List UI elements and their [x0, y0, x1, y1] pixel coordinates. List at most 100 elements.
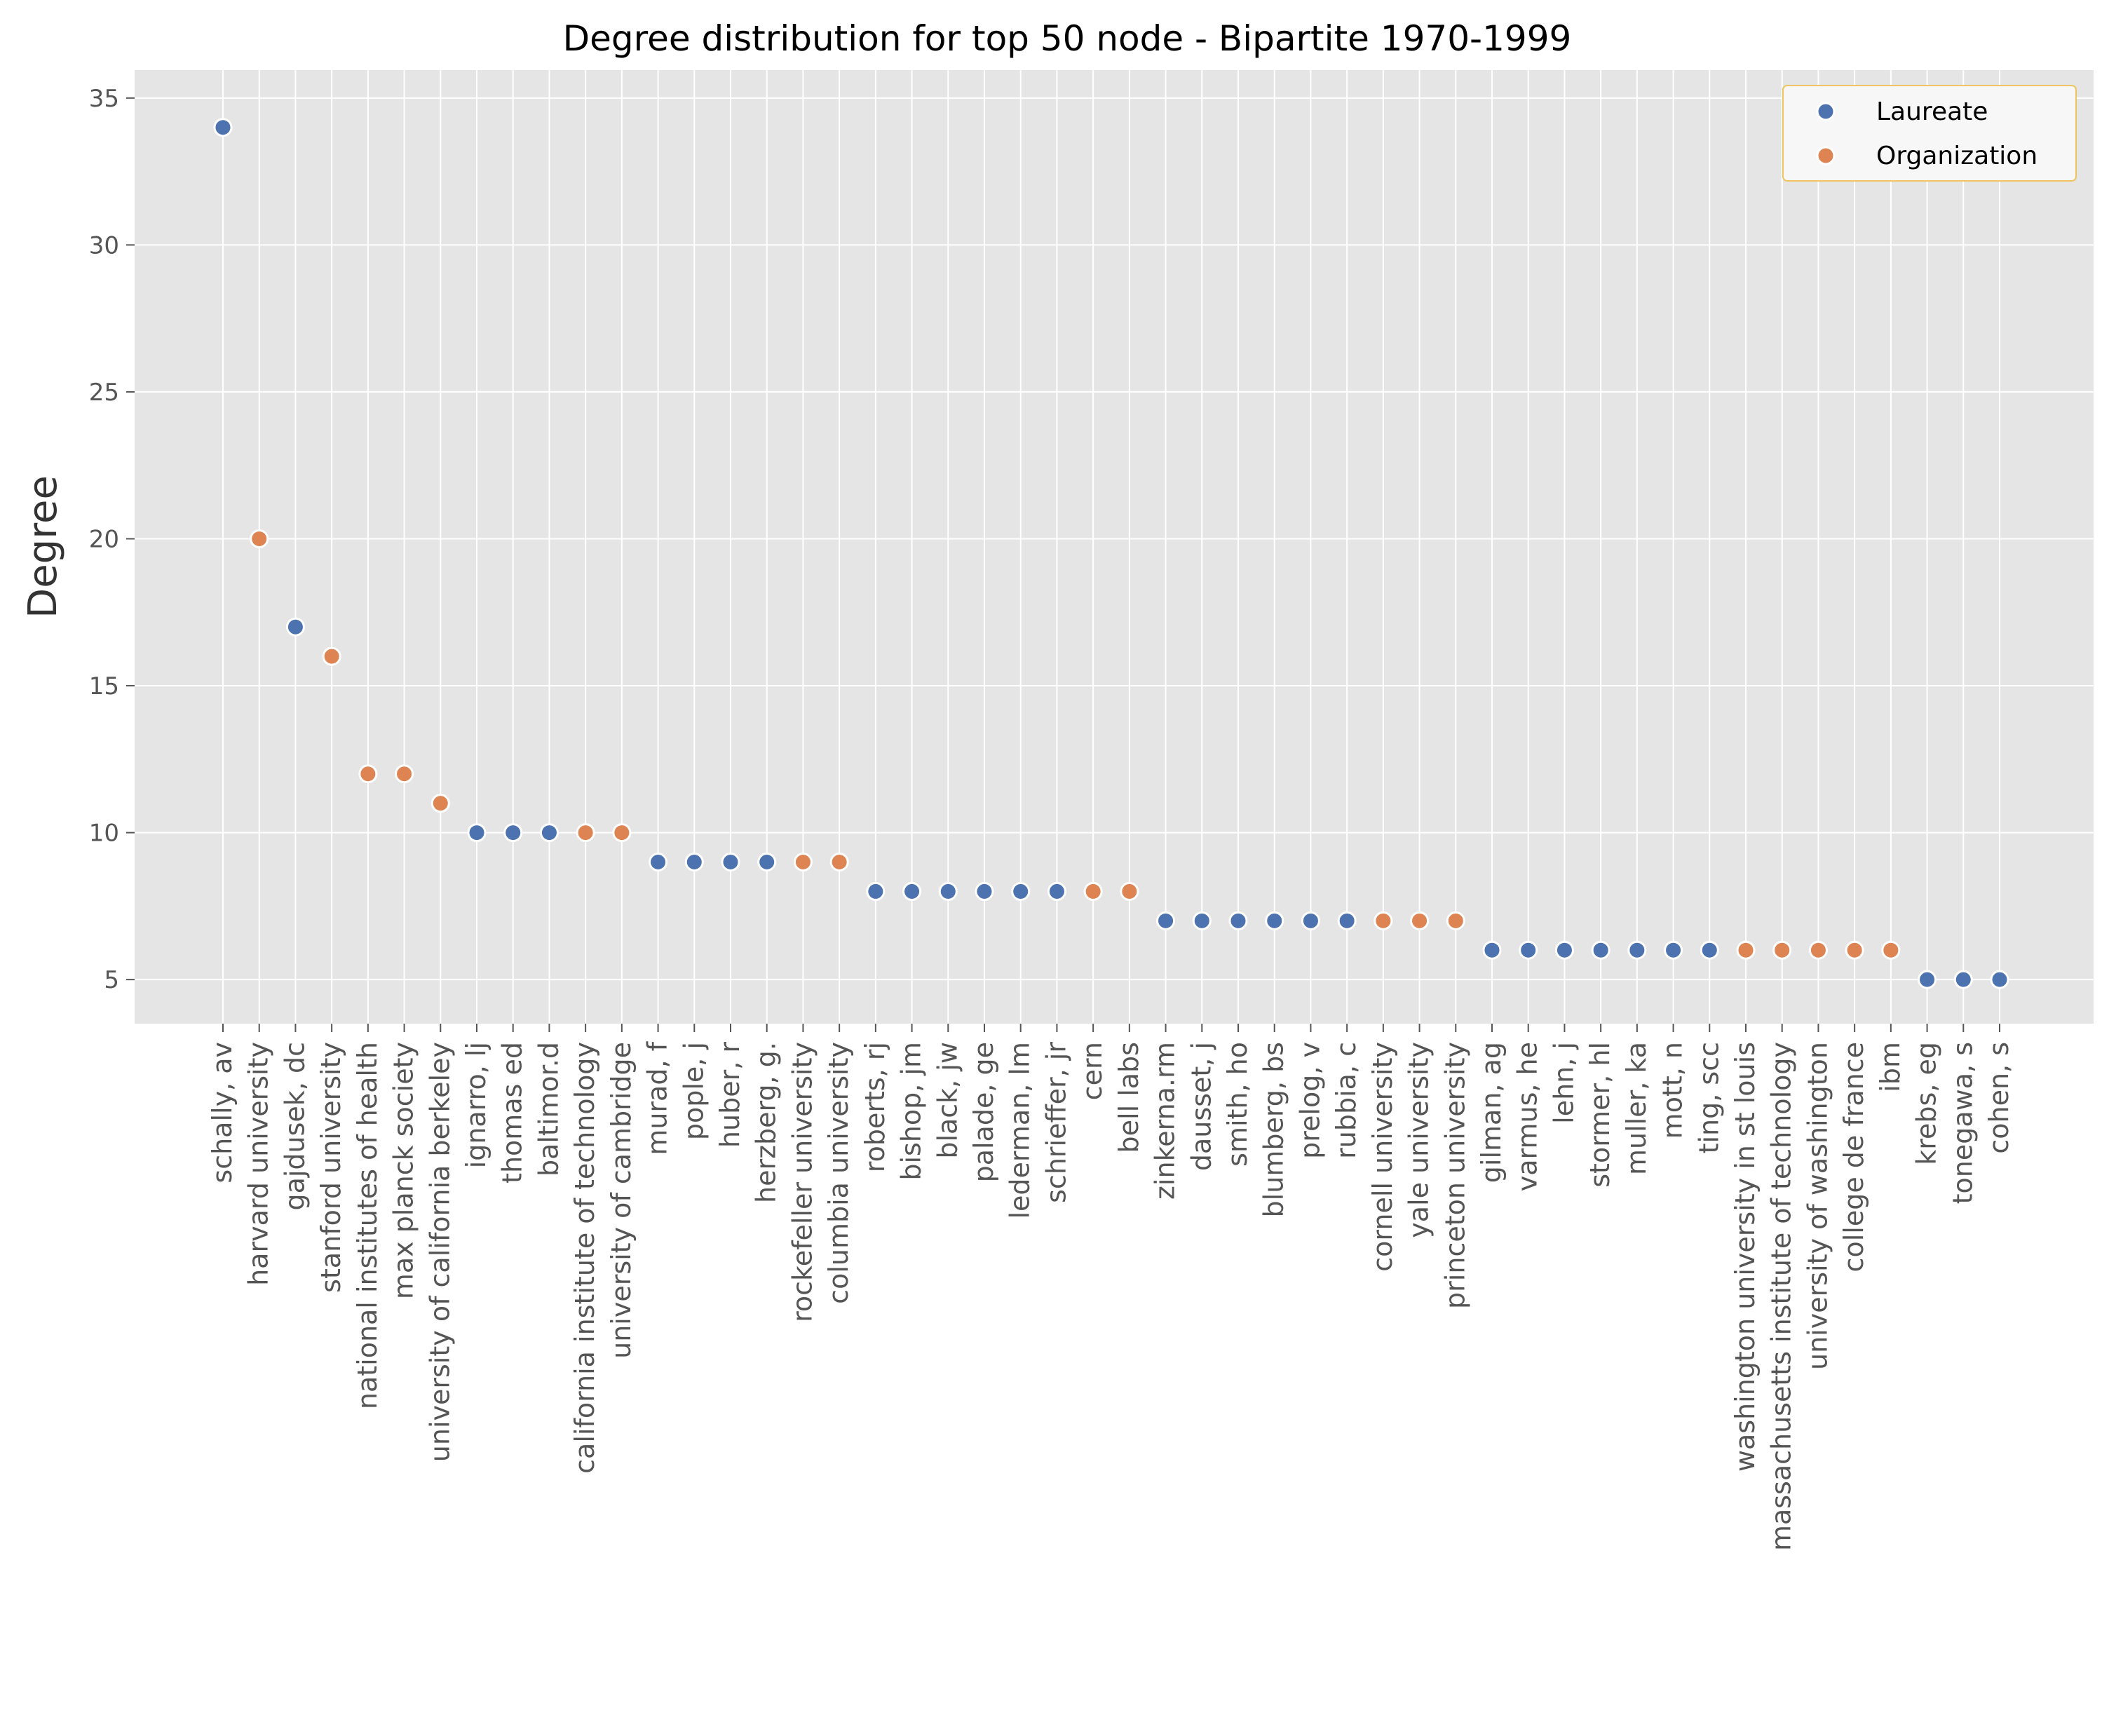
x-tick-label: yale university	[1404, 1042, 1435, 1238]
x-tick-label: murad, f	[642, 1040, 673, 1155]
legend-label-laureate: Laureate	[1876, 97, 1988, 126]
x-tick-label: washington university in st louis	[1730, 1042, 1761, 1472]
x-tick-label: schally, av	[207, 1042, 238, 1184]
x-tick-label: ibm	[1875, 1042, 1906, 1092]
x-tick-label: black, jw	[932, 1042, 963, 1159]
x-tick-label: palade, ge	[968, 1042, 999, 1182]
data-point-organization	[1120, 881, 1139, 901]
x-tick-label: lederman, lm	[1005, 1042, 1036, 1219]
x-axis: schally, av harvard university gajdusek, d…	[207, 1024, 2014, 1551]
data-point-laureate	[1519, 940, 1538, 960]
x-tick-label: huber, r	[714, 1042, 745, 1148]
x-tick-label: muller, ka	[1621, 1042, 1652, 1175]
y-tick-label: 35	[89, 85, 119, 113]
data-point-organization	[1736, 940, 1756, 960]
data-point-organization	[793, 852, 813, 872]
y-axis: 5 10 15 20 25 30 35	[89, 85, 135, 994]
data-point-laureate	[285, 617, 305, 637]
data-points	[213, 118, 2009, 989]
x-tick-label: varmus, he	[1512, 1042, 1543, 1191]
y-tick-label: 5	[104, 966, 119, 994]
data-point-laureate	[1011, 881, 1031, 901]
data-point-laureate	[1265, 911, 1284, 930]
x-tick-label: roberts, rj	[860, 1042, 890, 1172]
data-point-laureate	[1228, 911, 1248, 930]
x-tick-label: ignarro, lj	[461, 1042, 491, 1168]
data-point-organization	[1083, 881, 1103, 901]
data-point-laureate	[1700, 940, 1719, 960]
data-point-laureate	[539, 823, 559, 843]
data-point-organization	[250, 529, 269, 548]
data-point-laureate	[1047, 881, 1066, 901]
data-point-laureate	[866, 881, 886, 901]
x-tick-label: gajdusek, dc	[279, 1042, 310, 1211]
x-tick-label: dausset, j	[1186, 1042, 1216, 1171]
x-tick-label: harvard university	[243, 1042, 274, 1286]
data-point-laureate	[1591, 940, 1610, 960]
data-point-laureate	[938, 881, 958, 901]
x-tick-label: cornell university	[1367, 1042, 1398, 1272]
data-point-laureate	[902, 881, 922, 901]
x-tick-label: zinkerna.rm	[1150, 1042, 1181, 1200]
x-tick-label: lehn, j	[1548, 1042, 1579, 1124]
data-point-organization	[1845, 940, 1864, 960]
y-tick-label: 20	[89, 525, 119, 553]
y-tick-label: 10	[89, 820, 119, 848]
data-point-organization	[1446, 911, 1465, 930]
data-point-laureate	[467, 823, 487, 843]
x-tick-label: stanford university	[316, 1042, 346, 1293]
data-point-laureate	[757, 852, 777, 872]
x-tick-label: bishop, jm	[896, 1042, 927, 1181]
x-tick-label: university of california berkeley	[424, 1042, 455, 1462]
x-tick-label: pople, j	[678, 1042, 709, 1140]
data-point-organization	[395, 764, 414, 784]
data-point-laureate	[503, 823, 523, 843]
data-point-laureate	[213, 118, 233, 137]
x-tick-label: massachusetts institute of technology	[1766, 1042, 1797, 1551]
x-tick-label: schrieffer, jr	[1040, 1042, 1071, 1203]
data-point-laureate	[1337, 911, 1357, 930]
data-point-laureate	[1953, 970, 1973, 989]
data-point-organization	[1808, 940, 1828, 960]
x-tick-label: blumberg, bs	[1259, 1042, 1289, 1217]
y-tick-label: 30	[89, 231, 119, 259]
x-tick-label: gilman, ag	[1476, 1042, 1507, 1183]
x-tick-label: smith, ho	[1222, 1042, 1253, 1167]
legend-marker-organization	[1816, 146, 1836, 165]
data-point-organization	[1772, 940, 1792, 960]
data-point-laureate	[975, 881, 994, 901]
x-tick-label: stormer, hl	[1585, 1042, 1615, 1188]
data-point-laureate	[1990, 970, 2009, 989]
data-point-laureate	[684, 852, 704, 872]
x-tick-label: mott, n	[1657, 1042, 1688, 1139]
x-tick-label: rubbia, c	[1331, 1042, 1362, 1159]
data-point-organization	[612, 823, 632, 843]
x-tick-label: columbia university	[823, 1042, 854, 1304]
x-tick-label: university of cambridge	[606, 1042, 637, 1359]
x-tick-label: national institutes of health	[352, 1042, 383, 1409]
x-tick-label: ting, scc	[1693, 1042, 1724, 1153]
data-point-laureate	[1192, 911, 1212, 930]
data-point-laureate	[721, 852, 740, 872]
data-point-organization	[322, 646, 341, 666]
y-tick-label: 15	[89, 672, 119, 700]
data-point-laureate	[1482, 940, 1502, 960]
x-tick-label: prelog, v	[1294, 1042, 1325, 1159]
data-point-laureate	[1156, 911, 1176, 930]
data-point-laureate	[649, 852, 668, 872]
x-tick-label: princeton university	[1439, 1042, 1470, 1309]
x-tick-label: krebs, eg	[1911, 1042, 1942, 1165]
legend-label-organization: Organization	[1876, 142, 2037, 170]
x-tick-label: herzberg, g.	[751, 1042, 782, 1203]
x-tick-label: thomas ed	[497, 1042, 528, 1184]
x-tick-label: baltimor.d	[533, 1042, 564, 1176]
x-tick-label: cern	[1077, 1042, 1108, 1100]
data-point-laureate	[1554, 940, 1574, 960]
x-tick-label: california institute of technology	[569, 1042, 600, 1474]
data-point-organization	[829, 852, 849, 872]
chart-title: Degree distribution for top 50 node - Bi…	[563, 18, 1572, 59]
legend: Laureate Organization	[1782, 85, 2077, 182]
y-tick-label: 25	[89, 379, 119, 407]
data-point-laureate	[1918, 970, 1937, 989]
